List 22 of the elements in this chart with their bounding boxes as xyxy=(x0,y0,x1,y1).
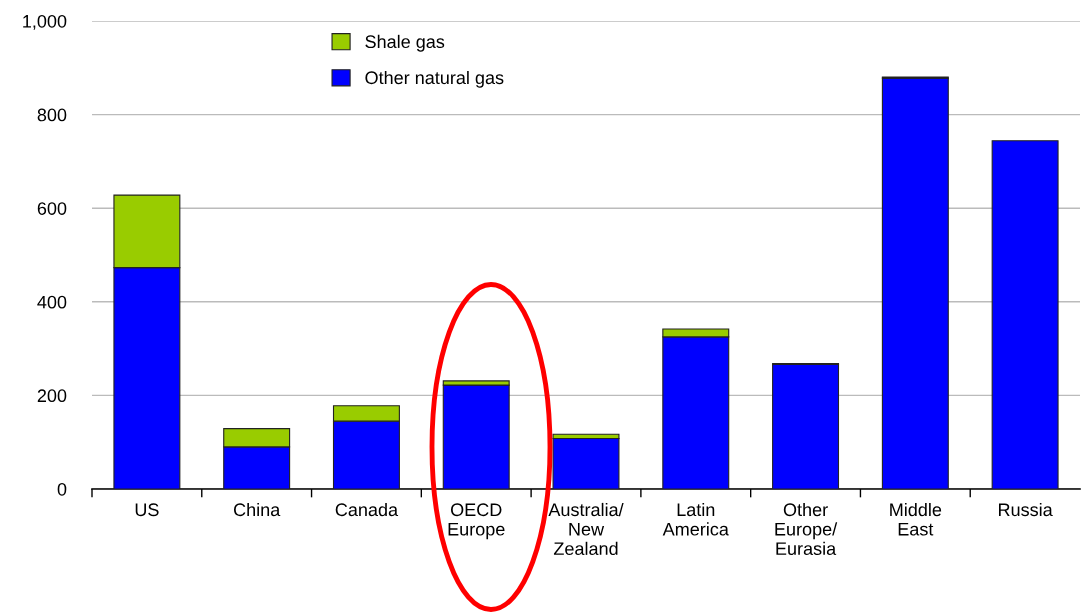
x-tick-label: Canada xyxy=(335,502,399,517)
bar xyxy=(442,384,510,489)
x-tick-label: OECD Europe xyxy=(448,503,505,540)
x-tick-label: Russia xyxy=(999,502,1053,517)
y-tick-label: 800 xyxy=(37,108,67,122)
x-tick-label: Australia/ New Zealand xyxy=(548,502,624,556)
y-tick-label: 200 xyxy=(37,389,67,403)
y-tick-label: 1,000 xyxy=(23,14,67,30)
x-tick-label: Other Europe/ Eurasia xyxy=(775,502,838,556)
y-tick-label: 0 xyxy=(57,482,67,496)
y-tick-label: 400 xyxy=(37,295,67,309)
x-tick-label: US xyxy=(135,503,159,517)
bar xyxy=(881,77,949,489)
x-tick-label: Middle East xyxy=(890,502,942,536)
y-tick-label: 600 xyxy=(37,202,67,215)
x-tick-label: China xyxy=(234,502,281,517)
bar xyxy=(552,437,620,489)
x-tick-label: Latin America xyxy=(662,502,729,536)
legend-label: Other natural gas xyxy=(365,70,504,88)
legend-label: Shale gas xyxy=(365,34,445,52)
bar xyxy=(772,363,840,489)
bar xyxy=(991,140,1059,489)
